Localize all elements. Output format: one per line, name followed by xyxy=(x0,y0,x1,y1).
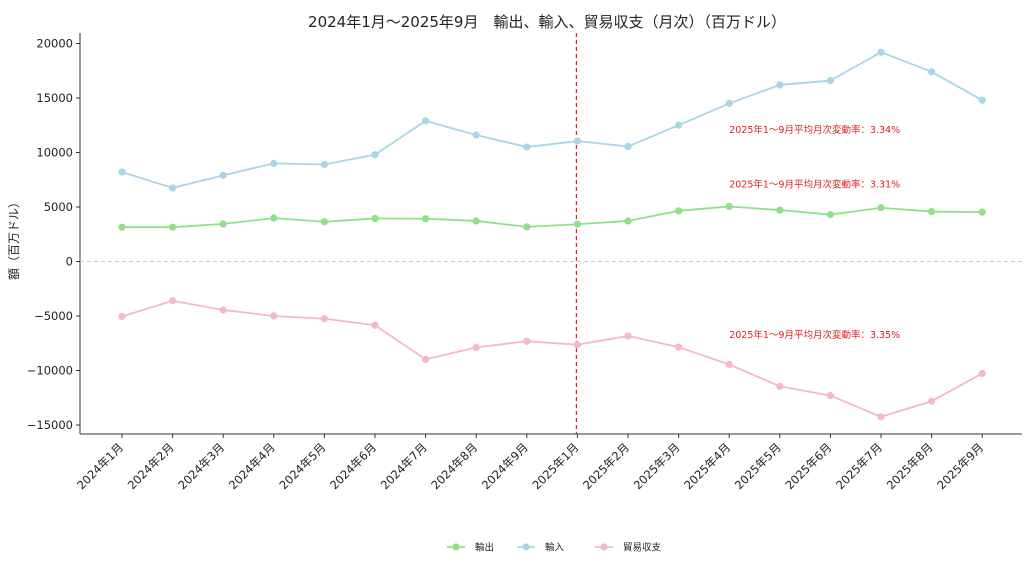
data-point xyxy=(523,143,531,151)
x-tick-label: 2025年1月 xyxy=(529,440,581,492)
data-point xyxy=(624,217,632,225)
data-point xyxy=(422,355,430,363)
data-point xyxy=(270,312,278,320)
series-line xyxy=(122,205,983,229)
data-point xyxy=(320,315,328,323)
series-line xyxy=(121,51,983,189)
data-point xyxy=(573,137,582,145)
y-tick-label: −5000 xyxy=(34,309,73,323)
data-point xyxy=(118,312,126,321)
data-point xyxy=(219,306,227,314)
data-point xyxy=(928,397,936,405)
data-point xyxy=(826,76,835,85)
data-point xyxy=(675,207,683,215)
chart-title: 2024年1月～2025年9月 輸出、輸入、貿易収支（月次）（百万ドル） xyxy=(308,13,786,31)
x-tick-label: 2024年3月 xyxy=(175,440,227,492)
x-tick-label: 2024年7月 xyxy=(378,440,430,492)
data-point xyxy=(725,99,733,108)
data-point xyxy=(472,343,480,351)
data-point xyxy=(776,382,784,390)
data-point xyxy=(523,223,531,231)
y-tick-label: 0 xyxy=(66,255,73,269)
x-tick-label: 2024年5月 xyxy=(276,440,328,492)
x-tick-label: 2025年7月 xyxy=(833,440,885,492)
data-point xyxy=(219,171,227,179)
legend: 輸出 輸入 貿易収支 xyxy=(447,542,662,554)
x-tick-label: 2024年4月 xyxy=(226,440,278,492)
x-tick-label: 2025年4月 xyxy=(681,440,733,492)
y-tick-label: 20000 xyxy=(36,37,73,51)
x-tick-label: 2025年2月 xyxy=(580,440,632,492)
data-point xyxy=(371,151,379,159)
data-point xyxy=(978,96,986,104)
data-point xyxy=(118,168,126,176)
x-tick-label: 2024年1月 xyxy=(74,440,126,492)
data-point xyxy=(371,321,379,329)
data-point xyxy=(523,337,531,345)
y-tick-label: 15000 xyxy=(36,91,73,105)
data-point xyxy=(928,68,936,76)
x-tick-label: 2025年6月 xyxy=(782,440,834,492)
annotation-label: 2025年1～9月平均月次変動率：3.35% xyxy=(729,329,900,341)
x-tick-label: 2025年9月 xyxy=(934,440,986,492)
plot-area: 20000150001000050000−5000−10000−15000202… xyxy=(27,33,1022,492)
data-point xyxy=(826,391,835,400)
data-point xyxy=(877,204,885,212)
data-point xyxy=(118,223,126,231)
data-point xyxy=(877,413,885,421)
data-point xyxy=(169,184,177,192)
x-tick-label: 2025年3月 xyxy=(631,440,683,492)
data-point xyxy=(422,215,430,223)
data-point xyxy=(422,117,430,125)
legend-label: 輸出 xyxy=(475,542,494,554)
series-line xyxy=(121,299,983,418)
data-point xyxy=(725,360,733,369)
data-point xyxy=(320,218,328,226)
y-axis-label: 額（百万ドル） xyxy=(7,196,21,280)
data-point xyxy=(219,220,227,228)
data-point xyxy=(371,214,379,223)
data-point xyxy=(320,160,328,169)
x-tick-label: 2024年2月 xyxy=(125,440,177,492)
data-point xyxy=(472,131,480,139)
x-tick-label: 2025年8月 xyxy=(884,440,936,492)
legend-label: 輸入 xyxy=(545,542,565,554)
x-tick-label: 2025年5月 xyxy=(732,440,784,492)
data-point xyxy=(169,297,177,305)
data-point xyxy=(675,121,683,129)
data-point xyxy=(270,214,278,222)
y-tick-label: 10000 xyxy=(36,146,73,160)
data-point xyxy=(978,208,986,216)
x-tick-label: 2024年8月 xyxy=(428,440,480,492)
data-point xyxy=(573,341,582,349)
data-point xyxy=(826,211,835,219)
x-tick-label: 2024年9月 xyxy=(479,440,531,492)
data-point xyxy=(877,48,885,56)
legend-marker xyxy=(600,543,608,551)
annotation-label: 2025年1～9月平均月次変動率：3.31% xyxy=(729,178,900,190)
data-point xyxy=(776,81,784,89)
y-tick-label: −10000 xyxy=(27,364,73,378)
data-point xyxy=(573,220,582,228)
data-point xyxy=(776,206,784,214)
data-point xyxy=(624,142,632,151)
data-point xyxy=(169,223,177,231)
legend-label: 貿易収支 xyxy=(623,542,662,554)
annotation-label: 2025年1～9月平均月次変動率：3.34% xyxy=(729,124,900,136)
x-tick-label: 2024年6月 xyxy=(327,440,379,492)
legend-marker xyxy=(522,543,530,551)
data-point xyxy=(675,343,683,351)
y-tick-label: −15000 xyxy=(27,418,73,432)
data-point xyxy=(725,202,733,211)
legend-marker xyxy=(452,543,460,551)
data-point xyxy=(978,369,986,378)
data-point xyxy=(472,217,480,225)
data-point xyxy=(928,207,936,216)
data-point xyxy=(624,332,632,340)
data-point xyxy=(270,159,278,167)
y-tick-label: 5000 xyxy=(44,200,73,214)
